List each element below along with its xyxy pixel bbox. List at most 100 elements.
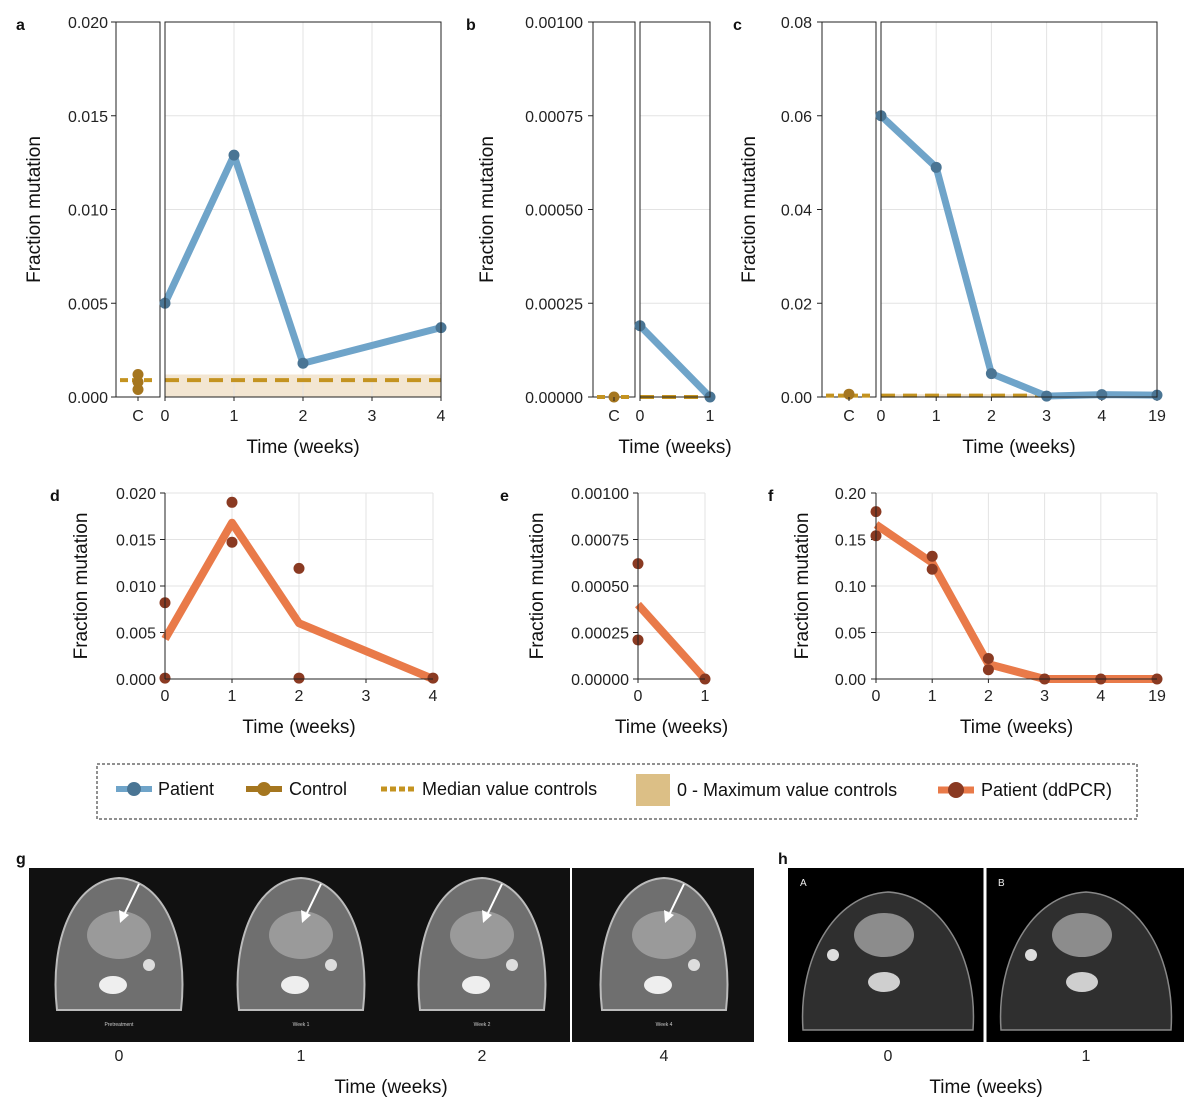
panel-label-b: b (466, 17, 476, 34)
panel-d-xtick-1: 1 (228, 688, 237, 705)
mri-h-tumor-0 (854, 913, 914, 957)
legend: Patient Control Median value controls 0 … (96, 763, 1138, 820)
chart-d: 0.000 0.005 0.010 0.015 0.020 0 1 2 3 4 Fraction m… (71, 486, 439, 738)
panel-b-plot-box (639, 21, 711, 398)
panel-a-xtick-2: 2 (299, 408, 308, 425)
panel-c-ylabel: Fraction mutation (739, 136, 760, 283)
mri-g-caption-3: Week 4 (656, 1022, 673, 1028)
mri-g-tumor-0 (87, 911, 151, 959)
chart-a: C 0.000 0.005 0.010 0.015 0.020 0 1 2 3 4 Fraction … (24, 15, 447, 458)
panel-d-replicate-3 (226, 536, 238, 548)
panel-d-series-line (161, 518, 435, 683)
panel-a-control-tick: C (132, 408, 144, 425)
panel-label-g: g (16, 851, 26, 868)
panel-d-ytick-1: 0.005 (116, 626, 156, 643)
panel-a-ytick-4: 0.020 (68, 15, 108, 32)
panel-f-xtick-0: 0 (872, 688, 881, 705)
chart-c: C 0.00 0.02 0.04 0.06 0.08 0 1 2 3 4 19 Fraction mut… (739, 15, 1166, 458)
mri-g-spine-1 (281, 976, 309, 994)
mri-g-arrowhead-3 (664, 910, 674, 923)
panel-c-ytick-0: 0.00 (781, 390, 812, 407)
panel-h-images: A B 0 1 Time (weeks) (788, 868, 1184, 1098)
panel-d-xlabel: Time (weeks) (242, 717, 355, 738)
legend-control-label: Control (289, 779, 347, 799)
panel-c-xtick-2: 2 (987, 408, 996, 425)
panel-a-control-box (115, 21, 161, 398)
panel-d-replicate-5 (293, 672, 305, 684)
mri-g-caption-1: Week 1 (293, 1022, 310, 1028)
legend-patient-label: Patient (158, 779, 214, 799)
mri-h-vessel-0 (827, 949, 839, 961)
panel-d-ylabel: Fraction mutation (71, 513, 92, 660)
mri-g-vessel-2 (506, 959, 518, 971)
panel-d-xtick-0: 0 (161, 688, 170, 705)
panel-d-xtick-3: 3 (362, 688, 371, 705)
mri-h-neck-0 (801, 891, 975, 1031)
panel-c-control-point-0 (843, 388, 855, 400)
panel-f-replicate-3 (926, 563, 938, 575)
panel-e-ytick-0: 0.00000 (571, 672, 629, 689)
panel-g-tick-1: 1 (297, 1048, 306, 1065)
panel-a-xlabel: Time (weeks) (246, 437, 359, 458)
mri-h-spine-0 (868, 972, 900, 992)
panel-b-xtick-1: 1 (706, 408, 715, 425)
panel-b-xtick-0: 0 (636, 408, 645, 425)
legend-median-label: Median value controls (422, 779, 597, 799)
panel-f-xtick-4: 4 (1096, 688, 1105, 705)
panel-f-ytick-0: 0.00 (835, 672, 866, 689)
panel-label-f: f (768, 488, 774, 505)
panel-a-ytick-0: 0.000 (68, 390, 108, 407)
panel-c-xtick-5: 19 (1148, 408, 1166, 425)
mri-g-image-2: Week 2 (417, 876, 547, 1028)
panel-a-plot-box (164, 21, 442, 398)
mri-h-letter-0: A (800, 878, 807, 889)
panel-d-replicate-2 (226, 496, 238, 508)
panel-e-ytick-2: 0.00050 (571, 579, 629, 596)
panel-c-xtick-3: 3 (1042, 408, 1051, 425)
panel-b-ytick-4: 0.00100 (525, 15, 583, 32)
panel-label-a: a (16, 17, 25, 34)
panel-e-ytick-1: 0.00025 (571, 626, 629, 643)
panel-b-xlabel: Time (weeks) (618, 437, 731, 458)
chart-e: 0.00000 0.00025 0.00050 0.00075 0.00100 0 1 Fra… (527, 486, 728, 738)
mri-g-vessel-1 (325, 959, 337, 971)
panel-c-point-4 (1096, 389, 1108, 401)
panel-b-ytick-2: 0.00050 (525, 203, 583, 220)
panel-e-xtick-1: 1 (701, 688, 710, 705)
mri-g-spine-0 (99, 976, 127, 994)
legend-maxband-swatch (636, 774, 670, 806)
mri-h-image-0: A (800, 878, 975, 1031)
mri-h-letter-1: B (998, 878, 1005, 889)
panel-c-series-line (878, 113, 1158, 400)
panel-e-ylabel: Fraction mutation (527, 513, 548, 660)
panel-b-ytick-0: 0.00000 (525, 390, 583, 407)
panel-f-xtick-2: 2 (984, 688, 993, 705)
panel-a-point-1 (228, 149, 240, 161)
panel-label-d: d (50, 488, 60, 505)
panel-a-ytick-3: 0.015 (68, 109, 108, 126)
panel-f-ytick-3: 0.15 (835, 533, 866, 550)
mri-g-spine-3 (644, 976, 672, 994)
panel-a-xtick-4: 4 (437, 408, 446, 425)
panel-f-xtick-5: 19 (1148, 688, 1166, 705)
mri-g-tumor-1 (269, 911, 333, 959)
panel-c-ytick-4: 0.08 (781, 15, 812, 32)
mri-g-arrowhead-2 (482, 910, 492, 923)
panel-d-replicate-4 (293, 562, 305, 574)
panel-b-ytick-1: 0.00025 (525, 296, 583, 313)
panel-g-xlabel: Time (weeks) (334, 1077, 447, 1098)
mri-h-spine-1 (1066, 972, 1098, 992)
panel-a-point-2 (297, 357, 309, 369)
panel-f-replicate-2 (926, 550, 938, 562)
mri-g-caption-2: Week 2 (474, 1022, 491, 1028)
panel-d-ytick-3: 0.015 (116, 533, 156, 550)
panel-c-point-3 (1041, 390, 1053, 402)
panel-g-images: Pretreatment Week 1 Week 2 Week 4 0 1 2 4 T… (29, 868, 754, 1098)
legend-ddpcr-marker (948, 782, 964, 798)
mri-g-image-1: Week 1 (236, 876, 366, 1028)
panel-d-ytick-4: 0.020 (116, 486, 156, 503)
panel-a-control-point-2 (132, 369, 144, 380)
panel-g-tick-4: 4 (660, 1048, 669, 1065)
legend-ddpcr-label: Patient (ddPCR) (981, 780, 1112, 800)
